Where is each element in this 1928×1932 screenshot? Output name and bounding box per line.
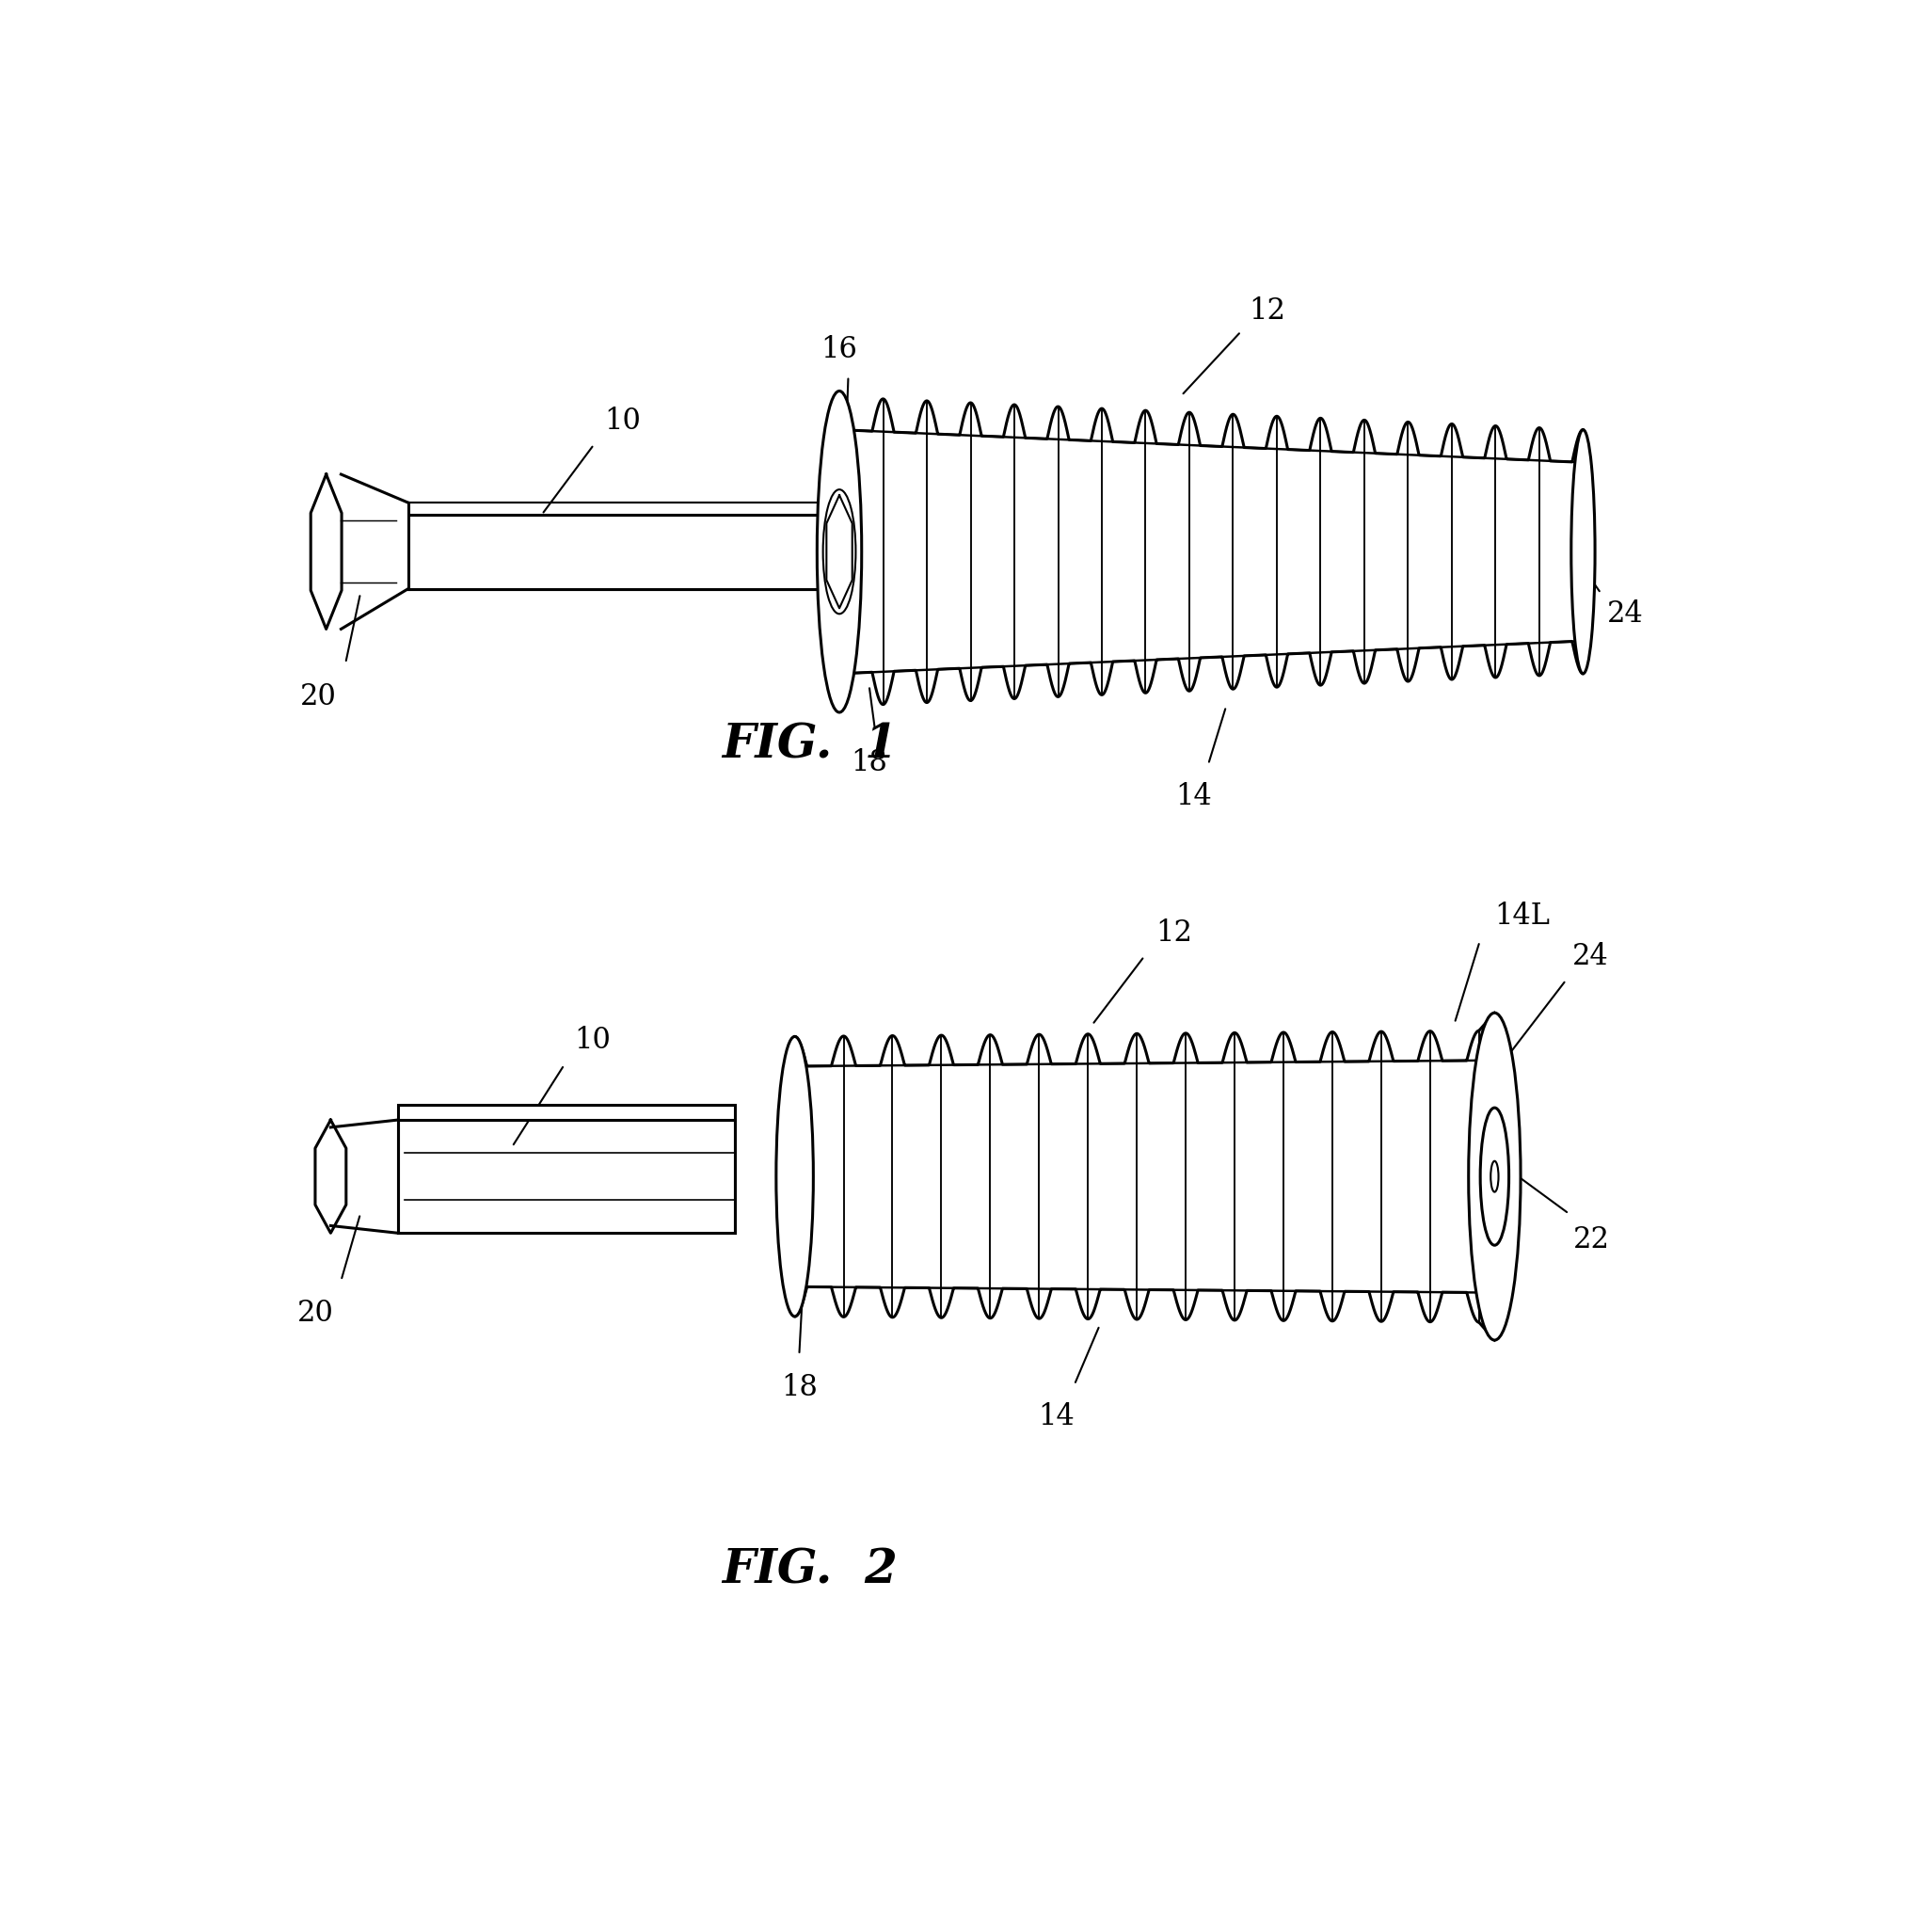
Text: 10: 10	[603, 406, 640, 435]
Bar	[409, 514, 854, 589]
Text: 18: 18	[850, 748, 887, 777]
Polygon shape	[341, 475, 409, 630]
Text: 14: 14	[1039, 1403, 1074, 1432]
Text: 12: 12	[1249, 296, 1286, 327]
Text: 12: 12	[1157, 918, 1193, 947]
Text: 10: 10	[575, 1026, 611, 1055]
Text: FIG.  2: FIG. 2	[721, 1548, 897, 1594]
Ellipse shape	[1481, 1107, 1510, 1246]
Text: 18: 18	[781, 1374, 817, 1403]
Text: 24: 24	[1606, 599, 1643, 628]
Ellipse shape	[1469, 1012, 1521, 1341]
Text: FIG.  1: FIG. 1	[721, 723, 897, 769]
Text: 20: 20	[301, 682, 337, 711]
Text: 14: 14	[1176, 782, 1211, 811]
Ellipse shape	[777, 1036, 814, 1316]
Text: 24: 24	[1571, 943, 1608, 972]
Text: 14L: 14L	[1494, 902, 1550, 931]
Text: 20: 20	[297, 1298, 334, 1327]
Text: 16: 16	[821, 334, 858, 365]
Bar	[397, 1121, 735, 1233]
Polygon shape	[314, 1121, 347, 1233]
Polygon shape	[397, 1105, 735, 1121]
Polygon shape	[310, 475, 341, 630]
Ellipse shape	[817, 390, 862, 713]
Text: 22: 22	[1573, 1225, 1610, 1254]
Ellipse shape	[1571, 429, 1594, 674]
